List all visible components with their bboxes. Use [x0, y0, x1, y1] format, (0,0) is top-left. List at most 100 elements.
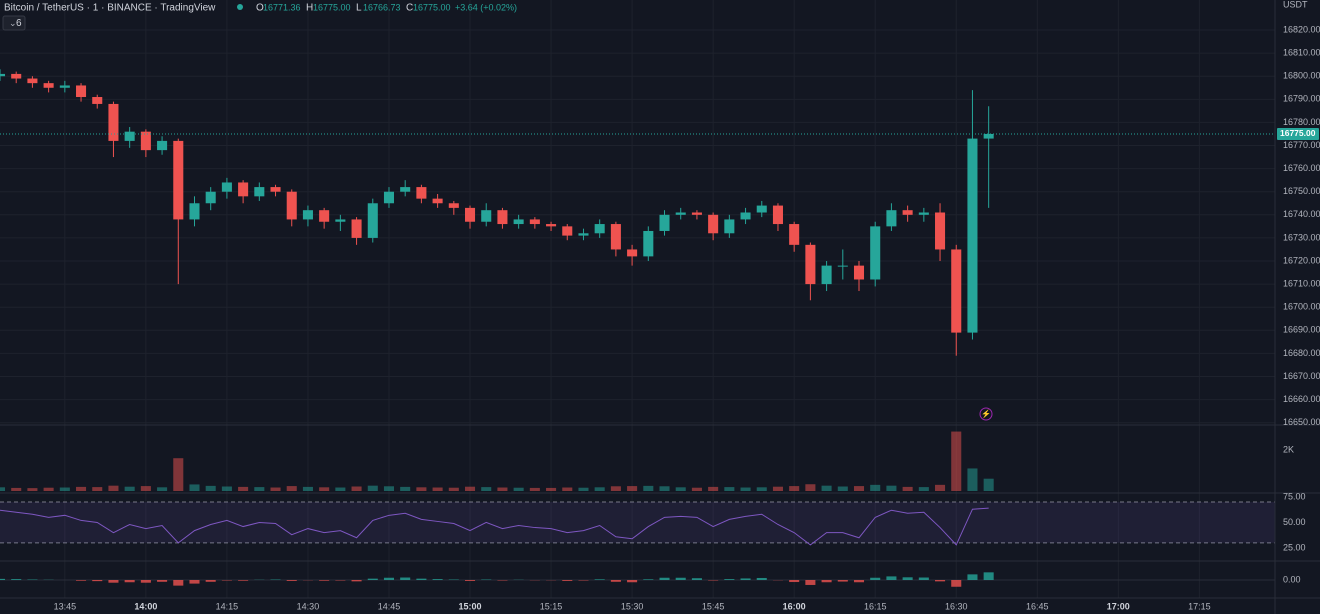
x-tick-label: 14:15	[216, 601, 239, 611]
x-tick-label: 15:00	[459, 601, 482, 611]
macd-bar	[400, 577, 411, 580]
legend-key: C	[406, 3, 413, 14]
candle-body	[432, 198, 443, 204]
macd-bar	[853, 580, 865, 583]
status-dot	[237, 4, 243, 10]
volume-bar	[497, 487, 508, 491]
macd-bar	[643, 579, 654, 580]
rsi-tick-label: 25.00	[1283, 542, 1306, 552]
volume-bar	[821, 485, 832, 491]
y-tick-label: 16660.00	[1283, 394, 1320, 404]
volume-bar	[140, 486, 151, 491]
macd-bar	[383, 577, 395, 580]
y-tick-label: 16760.00	[1283, 163, 1320, 173]
macd-bar	[140, 580, 151, 583]
candle-body	[594, 224, 605, 234]
volume-bar	[0, 487, 6, 491]
volume-bar	[270, 487, 281, 491]
candle-body	[529, 219, 540, 225]
chevron: ⌄	[9, 18, 17, 28]
macd-bar	[319, 580, 330, 581]
candle-body	[708, 214, 719, 234]
currency[interactable]: USDT	[1283, 0, 1308, 9]
x-tick-label: 15:15	[540, 601, 563, 611]
volume-bar	[11, 487, 22, 491]
event-icon-glyph: ⚡	[981, 409, 991, 419]
candle-body	[351, 219, 362, 238]
volume-bar	[59, 487, 70, 491]
macd-bar	[821, 580, 832, 583]
event-icon[interactable]	[979, 407, 993, 421]
candle-body	[740, 212, 751, 220]
x-tick-label: 17:00	[1107, 601, 1130, 611]
rsi-line	[0, 507, 989, 546]
last-price-box	[1277, 127, 1319, 140]
volume-bar	[675, 487, 686, 491]
volume-bar	[805, 484, 816, 491]
volume-bar	[578, 487, 589, 491]
candle-body	[675, 212, 686, 215]
indicator-count: 6	[16, 18, 22, 29]
plot	[0, 69, 1275, 587]
macd-bar	[562, 580, 573, 581]
chart-title: Bitcoin / TetherUS · 1 · BINANCE · Tradi…	[4, 3, 216, 14]
candle-body	[562, 226, 573, 236]
candle-body	[481, 210, 492, 222]
volume-bar	[740, 487, 751, 491]
y-tick-label: 16670.00	[1283, 371, 1320, 381]
y-tick-label: 16800.00	[1283, 71, 1320, 81]
volume-bar	[448, 487, 459, 491]
candle-body	[270, 187, 281, 192]
y-tick-label: 16650.00	[1283, 417, 1320, 427]
macd-bar	[659, 577, 670, 580]
macd-bar	[157, 580, 168, 582]
macd-bar	[951, 580, 962, 587]
candle-body	[967, 138, 978, 333]
legend-change: +3.64 (+0.02%)	[455, 2, 517, 12]
volume-bar	[157, 487, 168, 491]
candle-body	[335, 219, 346, 222]
macd-bar	[886, 576, 897, 580]
volume-bar	[853, 486, 865, 491]
volume-bar	[173, 458, 184, 491]
volume-bar	[76, 486, 87, 491]
volume-bar	[546, 487, 557, 491]
candle-body	[756, 205, 767, 213]
macd-bar	[108, 580, 119, 583]
volume-bar	[124, 486, 135, 491]
indicator-toggle[interactable]	[2, 15, 26, 31]
volume-bar	[870, 484, 881, 491]
x-tick-label: 14:30	[297, 601, 320, 611]
macd-tick-label: 0.00	[1283, 574, 1301, 584]
macd-bar	[627, 580, 638, 583]
candle-body	[448, 203, 459, 208]
x-tick-label: 16:45	[1026, 601, 1049, 611]
volume-bar	[221, 486, 232, 491]
candle-body	[76, 85, 87, 98]
macd-bar	[76, 580, 87, 581]
macd-bar	[416, 578, 427, 580]
legend-key: L	[356, 3, 362, 14]
candle-body	[319, 210, 330, 222]
macd-bar	[935, 580, 946, 582]
macd-bar	[432, 579, 443, 580]
volume-bar	[108, 485, 119, 491]
y-tick-label: 16740.00	[1283, 209, 1320, 219]
candle-body	[772, 205, 783, 225]
macd-bar	[789, 580, 800, 583]
x-tick-label: 16:15	[864, 601, 887, 611]
macd-bar	[691, 578, 702, 580]
candle-body	[173, 140, 184, 220]
volume-bar	[319, 487, 330, 491]
candle-body	[11, 73, 22, 79]
volume-bar	[918, 487, 929, 491]
y-tick-label: 16680.00	[1283, 348, 1320, 358]
macd-bar	[189, 580, 200, 584]
macd-bar	[594, 579, 605, 580]
candle-body	[464, 207, 476, 222]
volume-bar	[935, 484, 946, 491]
candle-body	[821, 265, 832, 285]
volume-bar	[772, 486, 783, 491]
candle-body	[157, 140, 168, 151]
